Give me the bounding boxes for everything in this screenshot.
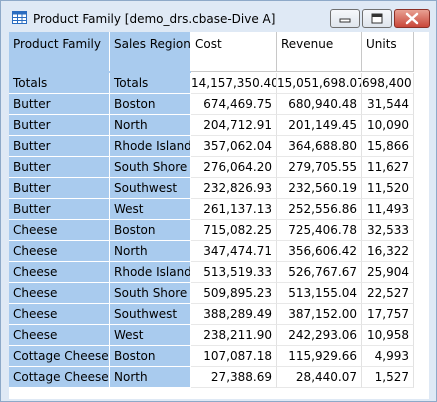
column-header-revenue[interactable]: Revenue: [277, 32, 362, 71]
revenue-cell[interactable]: 513,155.04: [277, 283, 362, 304]
product-family-cell[interactable]: Butter: [9, 94, 110, 115]
maximize-icon: [371, 13, 383, 24]
product-family-cell[interactable]: Cheese: [9, 283, 110, 304]
cost-cell[interactable]: 388,289.49: [191, 304, 277, 325]
units-cell[interactable]: 11,520: [362, 178, 414, 199]
sales-region-cell[interactable]: Rhode Island: [110, 262, 191, 283]
cost-cell[interactable]: 238,211.90: [191, 325, 277, 346]
close-icon: [405, 12, 419, 25]
cost-cell[interactable]: 107,087.18: [191, 346, 277, 367]
cost-cell[interactable]: 674,469.75: [191, 94, 277, 115]
cost-cell[interactable]: 14,157,350.40: [191, 73, 277, 94]
units-cell[interactable]: 11,493: [362, 199, 414, 220]
cost-cell[interactable]: 261,137.13: [191, 199, 277, 220]
cost-cell[interactable]: 27,388.69: [191, 367, 277, 388]
sales-region-cell[interactable]: Boston: [110, 220, 191, 241]
units-cell[interactable]: 15,866: [362, 136, 414, 157]
sales-region-cell[interactable]: Southwest: [110, 178, 191, 199]
units-cell[interactable]: 1,527: [362, 367, 414, 388]
product-family-cell[interactable]: Cheese: [9, 262, 110, 283]
cost-cell[interactable]: 232,826.93: [191, 178, 277, 199]
sales-region-cell[interactable]: Southwest: [110, 304, 191, 325]
units-cell[interactable]: 32,533: [362, 220, 414, 241]
grid-right-margin: [414, 32, 429, 399]
revenue-cell[interactable]: 242,293.06: [277, 325, 362, 346]
revenue-cell[interactable]: 526,767.67: [277, 262, 362, 283]
sales-region-cell[interactable]: Totals: [110, 73, 191, 94]
units-cell[interactable]: 10,958: [362, 325, 414, 346]
title-bar[interactable]: Product Family [demo_drs.cbase-Dive A]: [1, 1, 436, 31]
revenue-cell[interactable]: 279,705.55: [277, 157, 362, 178]
cost-cell[interactable]: 513,519.33: [191, 262, 277, 283]
data-grid[interactable]: Product Family Sales Region Cost Revenue…: [9, 32, 429, 399]
product-family-cell[interactable]: Butter: [9, 178, 110, 199]
product-family-cell[interactable]: Totals: [9, 73, 110, 94]
sales-region-cell[interactable]: West: [110, 199, 191, 220]
maximize-button[interactable]: [362, 9, 392, 28]
sales-region-cell[interactable]: South Shore: [110, 283, 191, 304]
sales-region-cell[interactable]: South Shore: [110, 157, 191, 178]
cost-cell[interactable]: 347,474.71: [191, 241, 277, 262]
product-family-cell[interactable]: Cottage Cheese: [9, 367, 110, 388]
revenue-cell[interactable]: 252,556.86: [277, 199, 362, 220]
units-cell[interactable]: 17,757: [362, 304, 414, 325]
table-icon: [12, 11, 27, 24]
units-cell[interactable]: 22,527: [362, 283, 414, 304]
units-cell[interactable]: 10,090: [362, 115, 414, 136]
revenue-cell[interactable]: 201,149.45: [277, 115, 362, 136]
revenue-cell[interactable]: 387,152.00: [277, 304, 362, 325]
units-cell[interactable]: 16,322: [362, 241, 414, 262]
cost-cell[interactable]: 715,082.25: [191, 220, 277, 241]
product-family-cell[interactable]: Cheese: [9, 304, 110, 325]
product-family-cell[interactable]: Cheese: [9, 325, 110, 346]
revenue-cell[interactable]: 28,440.07: [277, 367, 362, 388]
column-header-sales-region[interactable]: Sales Region: [110, 32, 191, 71]
units-cell[interactable]: 11,627: [362, 157, 414, 178]
close-button[interactable]: [394, 9, 430, 28]
sales-region-cell[interactable]: West: [110, 325, 191, 346]
units-cell[interactable]: 698,400: [362, 73, 414, 94]
column-header-product-family[interactable]: Product Family: [9, 32, 110, 71]
product-family-cell[interactable]: Cheese: [9, 241, 110, 262]
column-header-units[interactable]: Units: [362, 32, 414, 71]
revenue-cell[interactable]: 232,560.19: [277, 178, 362, 199]
cost-cell[interactable]: 204,712.91: [191, 115, 277, 136]
minimize-icon: [339, 18, 351, 23]
column-header-row: Product Family Sales Region Cost Revenue…: [9, 32, 429, 72]
units-cell[interactable]: 31,544: [362, 94, 414, 115]
product-family-cell[interactable]: Butter: [9, 157, 110, 178]
window-title: Product Family [demo_drs.cbase-Dive A]: [33, 12, 276, 26]
units-cell[interactable]: 25,904: [362, 262, 414, 283]
product-family-cell[interactable]: Butter: [9, 136, 110, 157]
sales-region-cell[interactable]: North: [110, 241, 191, 262]
revenue-cell[interactable]: 115,929.66: [277, 346, 362, 367]
product-family-cell[interactable]: Cheese: [9, 220, 110, 241]
product-family-cell[interactable]: Cottage Cheese: [9, 346, 110, 367]
product-family-cell[interactable]: Butter: [9, 115, 110, 136]
cost-cell[interactable]: 276,064.20: [191, 157, 277, 178]
column-header-cost[interactable]: Cost: [191, 32, 277, 71]
revenue-cell[interactable]: 356,606.42: [277, 241, 362, 262]
sales-region-cell[interactable]: Rhode Island: [110, 136, 191, 157]
sales-region-cell[interactable]: Boston: [110, 94, 191, 115]
sales-region-cell[interactable]: Boston: [110, 346, 191, 367]
units-cell[interactable]: 4,993: [362, 346, 414, 367]
sales-region-cell[interactable]: North: [110, 115, 191, 136]
revenue-cell[interactable]: 725,406.78: [277, 220, 362, 241]
cost-cell[interactable]: 509,895.23: [191, 283, 277, 304]
revenue-cell[interactable]: 364,688.80: [277, 136, 362, 157]
sales-region-cell[interactable]: North: [110, 367, 191, 388]
revenue-cell[interactable]: 680,940.48: [277, 94, 362, 115]
minimize-button[interactable]: [330, 9, 360, 28]
revenue-cell[interactable]: 15,051,698.07: [277, 73, 362, 94]
product-family-cell[interactable]: Butter: [9, 199, 110, 220]
cost-cell[interactable]: 357,062.04: [191, 136, 277, 157]
